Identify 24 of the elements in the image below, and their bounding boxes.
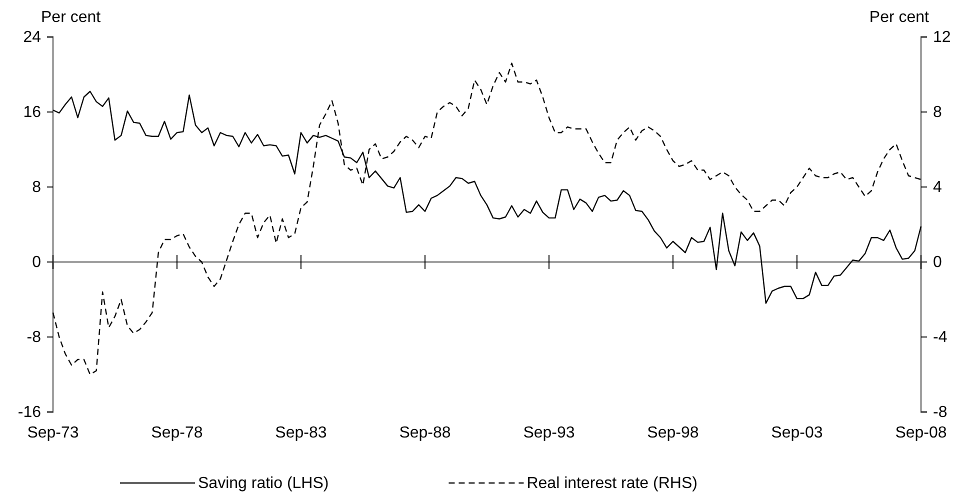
x-tick-label: Sep-78 (151, 424, 203, 442)
y-tick-label: 8 (32, 179, 42, 196)
y2-tick-label: -8 (933, 404, 948, 422)
y-axis-title: Per cent (41, 9, 102, 26)
y-tick-label: -8 (26, 329, 42, 346)
x-tick-label: Sep-03 (771, 424, 823, 442)
y2-tick-label: 12 (933, 29, 951, 46)
y2-tick-label: 0 (933, 254, 942, 272)
y-tick-label: 16 (23, 104, 42, 122)
y-tick-label: -16 (18, 404, 42, 422)
x-tick-label: Sep-73 (27, 424, 79, 442)
x-tick-label: Sep-08 (895, 424, 947, 442)
y-tick-label: 24 (23, 29, 42, 46)
x-tick-label: Sep-88 (399, 424, 451, 442)
x-tick-label: Sep-98 (647, 424, 699, 442)
legend-label: Real interest rate (RHS) (526, 475, 698, 492)
y2-tick-label: -4 (933, 329, 948, 346)
y2-tick-label: 8 (933, 104, 942, 122)
y2-axis-title: Per cent (869, 9, 930, 26)
y-tick-label: 0 (32, 254, 42, 272)
x-tick-label: Sep-83 (275, 424, 327, 442)
legend-label: Saving ratio (LHS) (198, 475, 329, 492)
x-tick-label: Sep-93 (523, 424, 575, 442)
y2-tick-label: 4 (933, 179, 942, 196)
